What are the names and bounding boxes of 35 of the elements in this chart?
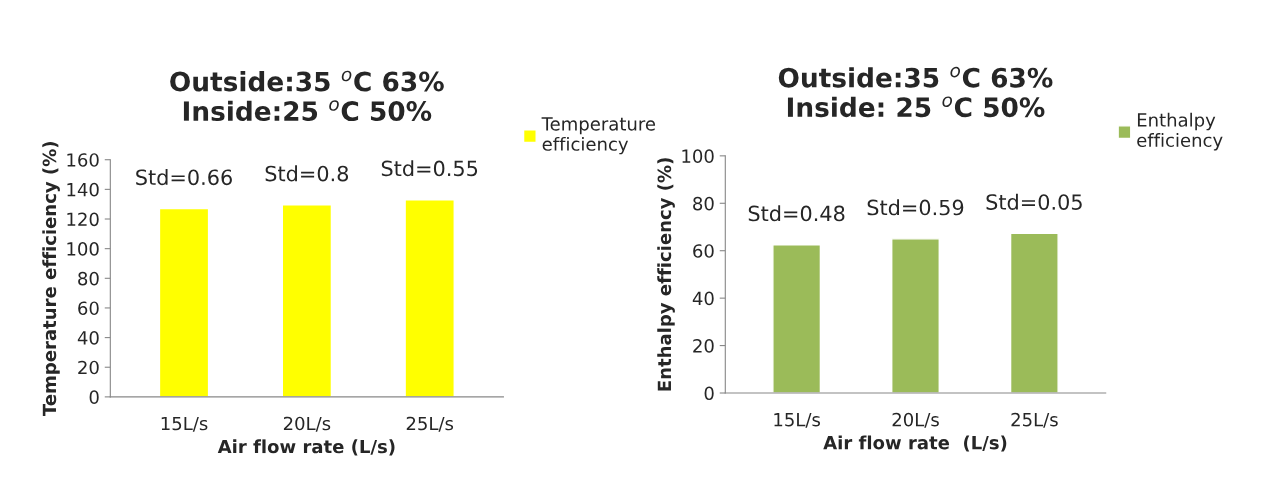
- y-tick-label: 80: [78, 271, 99, 286]
- y-tick-label: 20: [78, 360, 99, 375]
- y-tick-label: 160: [67, 153, 99, 167]
- annotation: Std=0.05: [986, 193, 1082, 210]
- annotation: Std=0.48: [748, 205, 845, 222]
- x-tick-label: 25L/s: [1011, 412, 1058, 428]
- x-tick-label: 15L/s: [774, 413, 820, 428]
- x-axis-title: Air flow rate (L/s): [823, 435, 1007, 452]
- y-axis-title: Temperature efficiency (%): [42, 142, 60, 417]
- y-axis-title: Enthalpy efficiency (%): [657, 158, 675, 391]
- legend-label: Temperature efficiency: [541, 117, 656, 155]
- x-tick-label: 20L/s: [283, 416, 331, 432]
- y-tick-label: 40: [692, 291, 714, 306]
- chart-title: Outside:35 $^{o}$C 63% Inside:25 $^{o}$C 50%: [170, 70, 444, 122]
- x-tick-label: 15L/s: [161, 416, 208, 432]
- y-tick-label: 0: [89, 390, 99, 404]
- annotation: Std=0.66: [136, 169, 232, 186]
- y-tick-label: 140: [67, 182, 99, 197]
- annotation: Std=0.55: [381, 160, 478, 177]
- y-tick-label: 80: [693, 196, 714, 211]
- y-tick-label: 60: [693, 244, 714, 258]
- y-tick-label: 20: [693, 339, 714, 353]
- y-tick-label: 120: [67, 212, 99, 227]
- x-tick-label: 20L/s: [892, 412, 939, 428]
- annotation: Std=0.59: [867, 199, 964, 216]
- chart-title: Outside:35 $^{o}$C 63% Inside: 25 $^{o}$C 50%: [778, 66, 1053, 118]
- y-tick-label: 40: [77, 331, 99, 345]
- y-tick-label: 60: [78, 301, 99, 316]
- x-tick-label: 25L/s: [406, 416, 454, 432]
- y-tick-label: 100: [682, 149, 714, 163]
- x-axis-title: Air flow rate (L/s): [217, 439, 395, 456]
- legend-label: Enthalpy efficiency: [1137, 112, 1223, 151]
- annotation: Std=0.8: [265, 165, 349, 182]
- y-tick-label: 0: [704, 386, 714, 401]
- y-tick-label: 100: [67, 242, 99, 256]
